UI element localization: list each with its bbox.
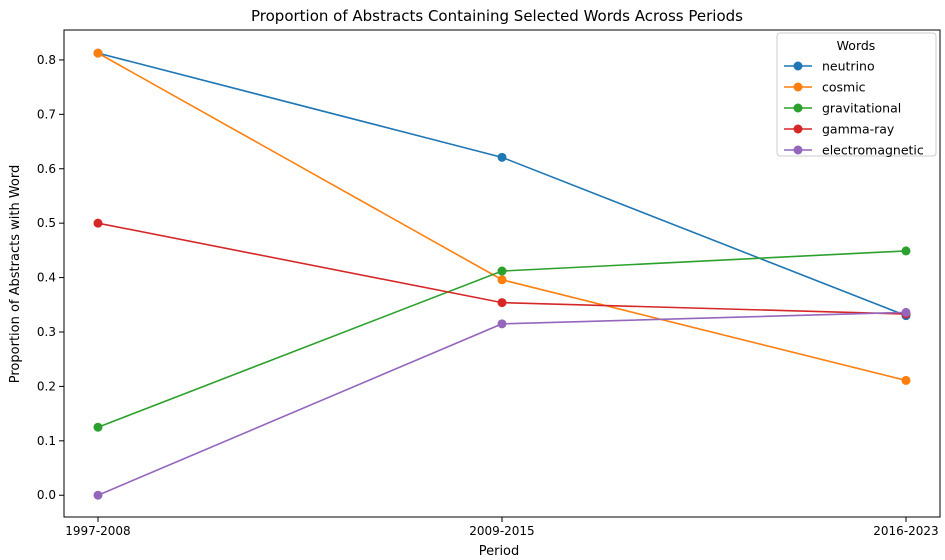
legend-marker-gamma-ray <box>793 124 803 134</box>
data-point-neutrino <box>497 152 507 162</box>
data-point-cosmic <box>497 275 507 285</box>
data-point-electromagnetic <box>497 319 507 329</box>
legend-label-cosmic: cosmic <box>822 80 866 95</box>
legend-label-gravitational: gravitational <box>822 101 901 116</box>
data-point-gamma-ray <box>93 218 103 228</box>
legend-marker-gravitational <box>793 103 803 113</box>
y-tick-label: 0.4 <box>37 271 56 285</box>
series-layer <box>93 48 911 500</box>
data-point-gravitational <box>901 246 911 256</box>
legend-marker-electromagnetic <box>793 145 803 155</box>
legend-label-electromagnetic: electromagnetic <box>822 143 924 158</box>
legend-marker-neutrino <box>793 61 803 71</box>
legend-label-neutrino: neutrino <box>822 59 875 74</box>
chart-title: Proportion of Abstracts Containing Selec… <box>251 7 743 25</box>
x-axis: 1997-2008 2009-2015 2016-2023 <box>65 517 939 538</box>
x-axis-label: Period <box>479 544 520 559</box>
y-axis-label: Proportion of Abstracts with Word <box>8 165 23 383</box>
data-point-gamma-ray <box>497 298 507 308</box>
data-point-cosmic <box>901 375 911 385</box>
data-point-electromagnetic <box>901 307 911 317</box>
y-tick-label: 0.0 <box>37 488 56 502</box>
y-tick-label: 0.8 <box>37 53 56 67</box>
legend-box <box>776 32 937 157</box>
y-tick-label: 0.7 <box>37 107 56 121</box>
y-axis: 0.0 0.1 0.2 0.3 0.4 0.5 0.6 0.7 0.8 <box>37 53 64 502</box>
legend: Words neutrino cosmic gravitational gamma-r… <box>776 32 937 158</box>
y-tick-label: 0.2 <box>37 379 56 393</box>
data-point-gravitational <box>93 422 103 432</box>
x-tick-label: 1997-2008 <box>65 524 130 538</box>
data-point-electromagnetic <box>93 490 103 500</box>
legend-label-gamma-ray: gamma-ray <box>822 122 895 137</box>
legend-marker-cosmic <box>793 82 803 92</box>
x-tick-label: 2009-2015 <box>469 524 534 538</box>
y-tick-label: 0.5 <box>37 216 56 230</box>
y-tick-label: 0.6 <box>37 162 56 176</box>
y-tick-label: 0.3 <box>37 325 56 339</box>
data-point-gravitational <box>497 266 507 276</box>
y-tick-label: 0.1 <box>37 434 56 448</box>
series-line-electromagnetic <box>97 311 907 496</box>
data-point-cosmic <box>93 48 103 58</box>
x-tick-label: 2016-2023 <box>873 524 938 538</box>
legend-title: Words <box>837 38 876 53</box>
